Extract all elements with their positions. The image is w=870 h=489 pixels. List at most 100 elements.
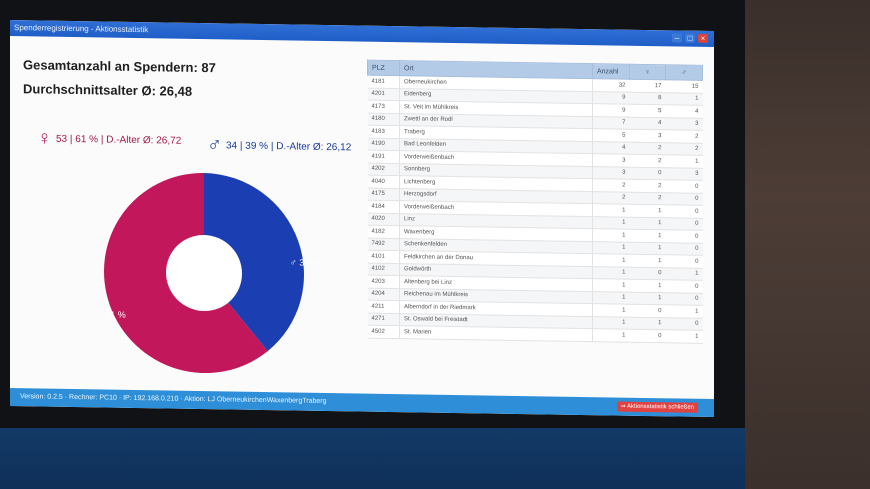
cell-plz: 4182 — [367, 225, 400, 239]
pie-label-female: ♀ 61 % — [96, 309, 126, 319]
cell-female: 4 — [629, 116, 666, 130]
male-stat-text: 34 | 39 % | D.-Alter Ø: 26,12 — [226, 139, 352, 153]
cell-plz: 4204 — [367, 287, 400, 301]
cell-male: 4 — [665, 104, 703, 118]
cell-plz: 4203 — [367, 275, 400, 289]
cell-plz: 4202 — [367, 162, 400, 176]
cell-male: 1 — [665, 154, 703, 168]
cell-anzahl: 1 — [592, 328, 630, 342]
cell-female: 1 — [629, 279, 666, 293]
gender-donut-chart: ♂ 39 % ♀ 61 % — [96, 173, 320, 374]
cell-anzahl: 1 — [592, 228, 630, 242]
cell-male: 1 — [665, 304, 703, 318]
cell-male: 0 — [665, 192, 703, 206]
female-stat: ♀ 53 | 61 % | D.-Alter Ø: 26,72 — [37, 127, 181, 150]
pie-label-male: ♂ 39 % — [290, 257, 320, 267]
cell-male: 0 — [665, 254, 703, 268]
average-age-heading: Durchschnittsalter Ø: 26,48 — [23, 81, 193, 99]
background-wall — [735, 0, 870, 489]
cell-female: 17 — [629, 79, 666, 93]
female-icon: ♀ — [37, 127, 52, 150]
cell-male: 15 — [665, 79, 703, 93]
cell-male: 0 — [665, 179, 703, 193]
minimize-icon[interactable]: – — [672, 33, 682, 43]
cell-plz: 4102 — [367, 262, 400, 276]
cell-ort: St. Marien — [399, 325, 593, 342]
close-statistics-button[interactable]: ⇒ Aktionsstatistik schließen — [616, 401, 698, 413]
cell-anzahl: 1 — [592, 241, 630, 255]
cell-plz: 4190 — [367, 137, 400, 151]
cell-anzahl: 9 — [592, 91, 630, 105]
cell-plz: 4271 — [367, 312, 400, 326]
cell-male: 0 — [665, 229, 703, 243]
cell-plz: 4502 — [367, 325, 400, 339]
cell-male: 0 — [665, 292, 703, 306]
male-icon: ♂ — [207, 134, 222, 157]
cell-plz: 4183 — [367, 125, 400, 139]
cell-female: 1 — [629, 216, 666, 230]
cell-female: 0 — [629, 166, 666, 180]
cell-male: 0 — [665, 279, 703, 293]
cell-male: 1 — [665, 92, 703, 106]
cell-female: 2 — [629, 191, 666, 205]
cell-anzahl: 1 — [592, 216, 630, 230]
cell-plz: 4181 — [367, 75, 400, 89]
cell-anzahl: 1 — [592, 203, 630, 217]
cell-anzahl: 2 — [592, 178, 630, 192]
cell-female: 1 — [629, 254, 666, 268]
cell-male: 1 — [665, 329, 703, 343]
column-header-anzahl[interactable]: Anzahl — [592, 63, 630, 80]
cell-female: 1 — [629, 291, 666, 305]
window-title: Spenderregistrierung - Aktionsstatistik — [14, 23, 149, 35]
cell-plz: 4173 — [367, 100, 400, 114]
cell-anzahl: 1 — [592, 266, 630, 280]
cell-anzahl: 32 — [592, 78, 630, 92]
cell-plz: 4175 — [367, 187, 400, 201]
cell-female: 8 — [629, 91, 666, 105]
cell-anzahl: 1 — [592, 253, 630, 267]
cell-male: 2 — [665, 129, 703, 143]
cell-plz: 4040 — [367, 175, 400, 189]
cell-anzahl: 3 — [592, 166, 630, 180]
cell-female: 0 — [629, 329, 666, 343]
cell-female: 1 — [629, 229, 666, 243]
close-icon[interactable]: × — [698, 33, 708, 43]
cell-plz: 4201 — [367, 87, 400, 101]
cell-female: 2 — [629, 179, 666, 193]
cell-anzahl: 1 — [592, 291, 630, 305]
column-header-female[interactable]: ♀ — [629, 64, 666, 80]
column-header-plz[interactable]: PLZ — [367, 60, 400, 76]
app-window: Spenderregistrierung - Aktionsstatistik … — [10, 20, 714, 418]
cell-female: 1 — [629, 316, 666, 330]
cell-female: 2 — [629, 141, 666, 155]
cell-anzahl: 1 — [592, 316, 630, 330]
window-controls: – □ × — [672, 33, 708, 43]
male-stat: ♂ 34 | 39 % | D.-Alter Ø: 26,12 — [207, 134, 352, 157]
donut-hole — [166, 235, 242, 312]
maximize-icon[interactable]: □ — [685, 33, 695, 43]
cell-male: 0 — [665, 242, 703, 256]
cell-male: 2 — [665, 142, 703, 156]
cell-anzahl: 1 — [592, 278, 630, 292]
cell-plz: 4180 — [367, 112, 400, 126]
cell-anzahl: 1 — [592, 303, 630, 317]
cell-male: 0 — [665, 204, 703, 218]
cell-anzahl: 9 — [592, 103, 630, 117]
cell-female: 2 — [629, 154, 666, 168]
desk-surface — [0, 428, 745, 489]
cell-anzahl: 5 — [592, 128, 630, 142]
cell-female: 1 — [629, 241, 666, 255]
cell-plz: 4191 — [367, 150, 400, 164]
status-text: Version: 0.2.5 · Rechner: PC10 · IP: 192… — [20, 393, 327, 405]
cell-male: 0 — [665, 317, 703, 331]
cell-plz: 4184 — [367, 200, 400, 214]
cell-female: 5 — [629, 104, 666, 118]
cell-male: 1 — [665, 267, 703, 281]
cell-anzahl: 3 — [592, 153, 630, 167]
cell-plz: 4101 — [367, 250, 400, 264]
column-header-male[interactable]: ♂ — [665, 64, 703, 81]
cell-plz: 4211 — [367, 300, 400, 314]
table-body: 4181 Oberneukirchen 32 17 15 4201 Eidenberg 9 8 1… — [367, 75, 703, 343]
cell-plz: 7492 — [367, 237, 400, 251]
location-table: PLZ Ort Anzahl ♀ ♂ 4181 Oberneukirchen 32 1… — [367, 60, 703, 355]
